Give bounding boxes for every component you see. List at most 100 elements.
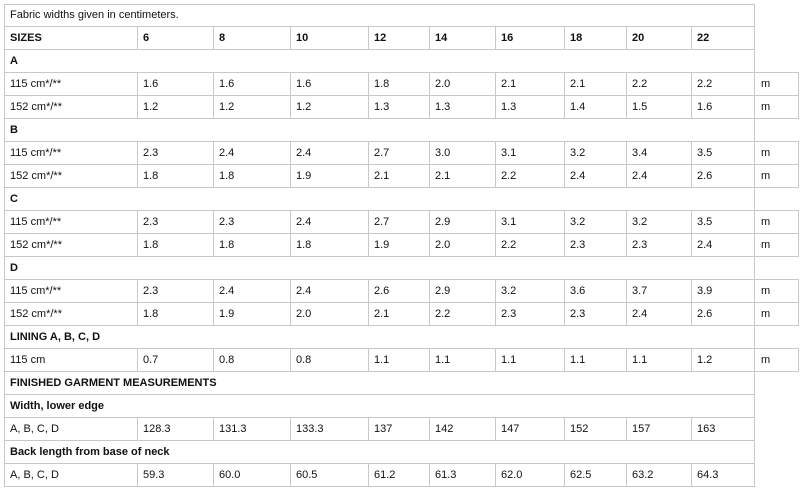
- yardage-value: 1.8: [290, 233, 369, 257]
- measurement-value: 61.3: [429, 463, 496, 487]
- finished-measurements-title: FINISHED GARMENT MEASUREMENTS: [4, 371, 755, 395]
- fabric-width-label: 115 cm*/**: [4, 72, 138, 96]
- yardage-value: 3.4: [626, 141, 692, 165]
- measurement-value: 142: [429, 417, 496, 441]
- yardage-value: 3.2: [564, 210, 627, 234]
- unit-label: m: [754, 210, 799, 234]
- yardage-value: 1.3: [368, 95, 430, 119]
- measurement-value: 60.5: [290, 463, 369, 487]
- yardage-value: 1.2: [213, 95, 291, 119]
- size-header-20: 20: [626, 26, 692, 50]
- sizes-header-row: SIZES 6 8 10 12 14 16 18 20 22: [4, 26, 799, 50]
- yardage-value: 1.9: [290, 164, 369, 188]
- yardage-value: 1.9: [368, 233, 430, 257]
- yardage-value: 2.4: [564, 164, 627, 188]
- yardage-value: 2.1: [368, 164, 430, 188]
- yardage-value: 2.3: [137, 210, 214, 234]
- yardage-value: 2.1: [368, 302, 430, 326]
- measurement-label: Width, lower edge: [4, 394, 755, 418]
- unit-label: m: [754, 164, 799, 188]
- section-header-row: C: [4, 187, 799, 211]
- yardage-value: 3.2: [495, 279, 565, 303]
- unit-label: m: [754, 279, 799, 303]
- fabric-width-label: 115 cm: [4, 348, 138, 372]
- section-header-row: B: [4, 118, 799, 142]
- measurement-value: 60.0: [213, 463, 291, 487]
- measurement-value: 137: [368, 417, 430, 441]
- yardage-value: 1.8: [137, 302, 214, 326]
- fabric-width-label: 115 cm*/**: [4, 141, 138, 165]
- yardage-value: 2.3: [137, 279, 214, 303]
- measurement-value: 59.3: [137, 463, 214, 487]
- yardage-value: 2.1: [564, 72, 627, 96]
- yardage-value: 2.7: [368, 141, 430, 165]
- yardage-value: 1.2: [137, 95, 214, 119]
- yardage-value: 2.9: [429, 279, 496, 303]
- unit-label: m: [754, 233, 799, 257]
- yardage-value: 0.7: [137, 348, 214, 372]
- yardage-value: 1.6: [691, 95, 755, 119]
- yardage-value: 2.3: [626, 233, 692, 257]
- yardage-value: 1.6: [213, 72, 291, 96]
- table-row: A, B, C, D 59.3 60.0 60.5 61.2 61.3 62.0 62.5 63…: [4, 463, 799, 487]
- yardage-value: 2.4: [290, 279, 369, 303]
- yardage-value: 0.8: [213, 348, 291, 372]
- measurement-value: 133.3: [290, 417, 369, 441]
- fabric-requirements-table-wrapper: Fabric widths given in centimeters. SIZES…: [4, 4, 799, 487]
- measurement-label: Back length from base of neck: [4, 440, 755, 464]
- yardage-value: 3.2: [564, 141, 627, 165]
- unit-label: m: [754, 72, 799, 96]
- yardage-value: 2.0: [290, 302, 369, 326]
- yardage-value: 1.8: [368, 72, 430, 96]
- yardage-value: 2.4: [691, 233, 755, 257]
- fabric-width-label: 115 cm*/**: [4, 210, 138, 234]
- table-row: 115 cm*/** 2.3 2.4 2.4 2.6 2.9 3.2 3.6 3.7 3.9 m: [4, 279, 799, 303]
- measurement-value: 131.3: [213, 417, 291, 441]
- yardage-value: 1.3: [429, 95, 496, 119]
- fabric-width-label: 152 cm*/**: [4, 233, 138, 257]
- table-row: 115 cm 0.7 0.8 0.8 1.1 1.1 1.1 1.1 1.1 1.2 m: [4, 348, 799, 372]
- yardage-value: 3.5: [691, 210, 755, 234]
- size-header-14: 14: [429, 26, 496, 50]
- measurement-value: 61.2: [368, 463, 430, 487]
- section-header-row: A: [4, 49, 799, 73]
- yardage-value: 1.6: [137, 72, 214, 96]
- view-label: A, B, C, D: [4, 417, 138, 441]
- view-label: A, B, C, D: [4, 463, 138, 487]
- table-row: 152 cm*/** 1.2 1.2 1.2 1.3 1.3 1.3 1.4 1.5 1.6 m: [4, 95, 799, 119]
- yardage-value: 2.4: [290, 210, 369, 234]
- yardage-value: 1.8: [213, 233, 291, 257]
- yardage-value: 2.3: [213, 210, 291, 234]
- yardage-value: 2.0: [429, 233, 496, 257]
- yardage-value: 2.4: [213, 279, 291, 303]
- yardage-value: 2.4: [290, 141, 369, 165]
- measurement-value: 62.5: [564, 463, 627, 487]
- table-row: 152 cm*/** 1.8 1.9 2.0 2.1 2.2 2.3 2.3 2.4 2.6 m: [4, 302, 799, 326]
- yardage-value: 1.8: [213, 164, 291, 188]
- size-header-18: 18: [564, 26, 627, 50]
- yardage-value: 3.5: [691, 141, 755, 165]
- measurement-value: 63.2: [626, 463, 692, 487]
- table-row: A, B, C, D 128.3 131.3 133.3 137 142 147 152 157…: [4, 417, 799, 441]
- yardage-value: 2.9: [429, 210, 496, 234]
- yardage-value: 3.1: [495, 210, 565, 234]
- section-label: D: [4, 256, 755, 280]
- section-header-row: D: [4, 256, 799, 280]
- yardage-value: 2.2: [429, 302, 496, 326]
- yardage-value: 1.2: [290, 95, 369, 119]
- section-label: B: [4, 118, 755, 142]
- yardage-value: 1.2: [691, 348, 755, 372]
- measurement-value: 62.0: [495, 463, 565, 487]
- size-header-6: 6: [137, 26, 214, 50]
- fabric-width-note: Fabric widths given in centimeters.: [4, 4, 755, 27]
- table-row: 152 cm*/** 1.8 1.8 1.9 2.1 2.1 2.2 2.4 2.4 2.6 m: [4, 164, 799, 188]
- yardage-value: 1.1: [626, 348, 692, 372]
- measurement-header-row: Width, lower edge: [4, 394, 799, 418]
- measurement-value: 163: [691, 417, 755, 441]
- measurement-header-row: Back length from base of neck: [4, 440, 799, 464]
- measurement-value: 128.3: [137, 417, 214, 441]
- fabric-width-label: 152 cm*/**: [4, 164, 138, 188]
- yardage-value: 2.4: [626, 302, 692, 326]
- yardage-value: 2.6: [368, 279, 430, 303]
- fabric-width-label: 152 cm*/**: [4, 302, 138, 326]
